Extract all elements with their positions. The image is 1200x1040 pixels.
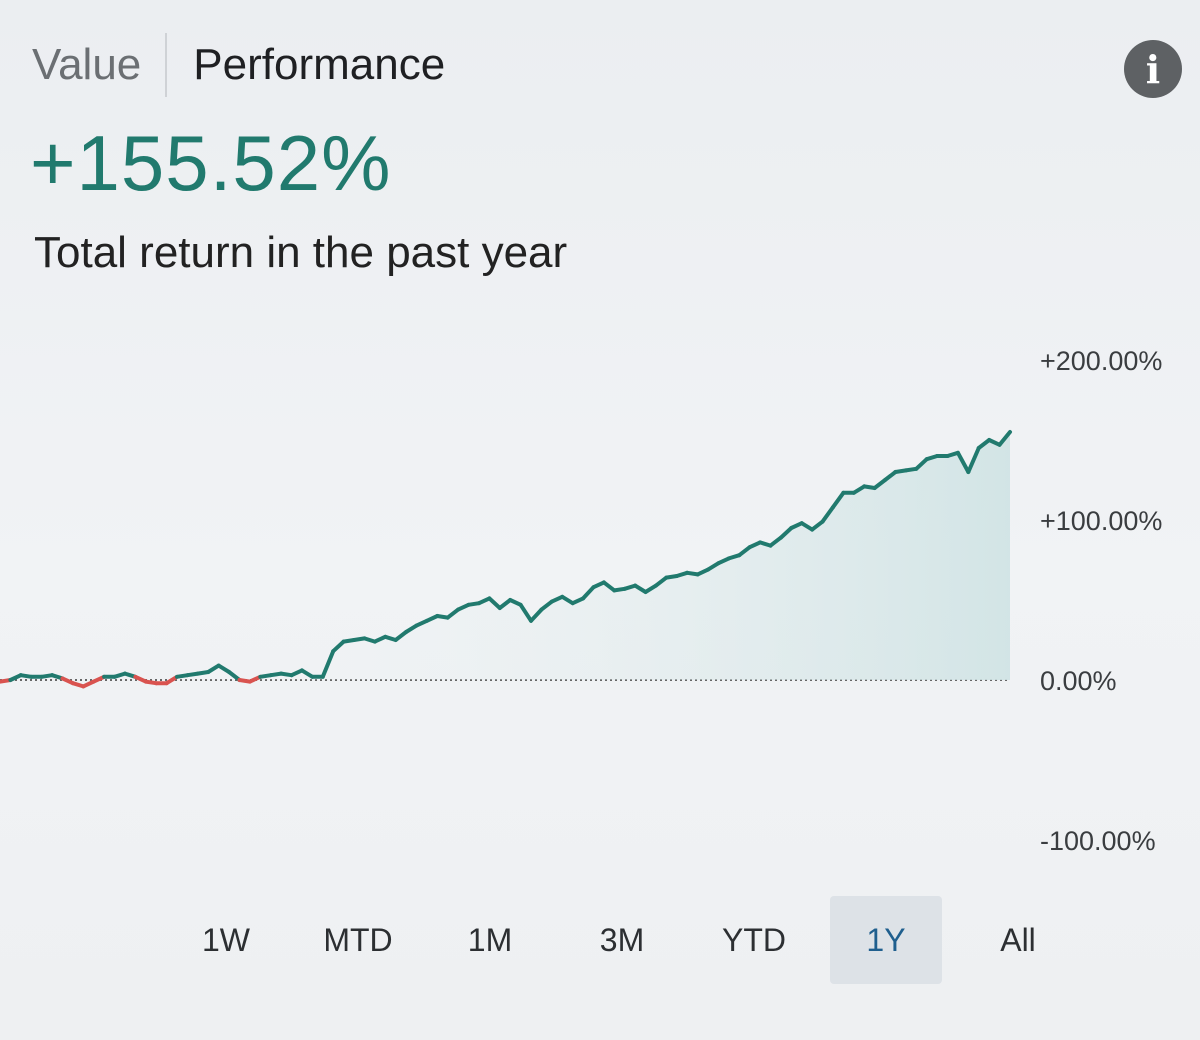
series-line-segment: [914, 457, 929, 471]
series-line-segment: [164, 674, 180, 686]
range-mtd-button[interactable]: MTD: [323, 921, 393, 958]
series-line-segment: [778, 526, 794, 540]
series-line-segment: [320, 649, 336, 679]
range-1w-button[interactable]: 1W: [202, 921, 250, 958]
series-line-segment: [518, 602, 534, 623]
series-line-segment: [487, 596, 502, 610]
series-line-segment: [581, 585, 596, 601]
series-line-segment: [997, 430, 1012, 447]
series-line-segment: [768, 535, 783, 548]
range-ytd-button[interactable]: YTD: [722, 921, 786, 958]
range-all-button[interactable]: All: [1000, 921, 1036, 958]
series-line-segment: [643, 583, 658, 594]
series-line-segment: [216, 663, 232, 674]
series-line-segment: [966, 446, 981, 474]
range-1m-button[interactable]: 1M: [467, 921, 513, 958]
series-line-segment: [331, 639, 346, 654]
time-range-selector: 1W MTD 1M 3M YTD 1Y All: [170, 895, 1094, 985]
series-line-segment: [445, 607, 461, 620]
series-line-segment: [820, 505, 835, 524]
info-icon[interactable]: i: [1124, 40, 1182, 98]
series-line-segment: [227, 670, 242, 682]
series-line-segment: [737, 545, 752, 558]
series-line-segment: [529, 607, 544, 623]
y-tick-label: -100.00%: [1040, 826, 1156, 856]
series-line-segment: [393, 630, 409, 642]
series-line-segment: [560, 594, 575, 606]
view-tabs: Value Performance: [32, 30, 445, 100]
series-line-segment: [810, 519, 825, 532]
series-line-segment: [799, 521, 815, 532]
series-line-segment: [706, 561, 721, 572]
tab-performance[interactable]: Performance: [193, 40, 446, 89]
series-line-segment: [404, 623, 419, 634]
tab-divider: [165, 33, 168, 97]
y-tick-label: 0.00%: [1040, 666, 1117, 696]
range-3m-button[interactable]: 3M: [599, 921, 645, 958]
total-return-caption: Total return in the past year: [34, 228, 568, 277]
series-line-segment: [497, 598, 513, 610]
series-line-segment: [299, 668, 315, 679]
series-line-segment: [830, 490, 846, 510]
series-line-segment: [872, 478, 888, 490]
series-line-segment: [539, 599, 554, 612]
series-line-segment: [601, 580, 617, 593]
series-line-segment: [883, 470, 898, 482]
total-return-value: +155.52%: [30, 119, 392, 207]
tab-value[interactable]: Value: [32, 40, 142, 89]
series-line-segment: [633, 583, 648, 594]
area-fill: [0, 432, 1010, 680]
series-line-segment: [851, 484, 867, 495]
performance-chart: +200.00% +100.00% 0.00% -100.00%: [0, 346, 1162, 856]
series-line-segment: [206, 663, 221, 674]
y-tick-label: +100.00%: [1040, 506, 1162, 536]
y-tick-label: +200.00%: [1040, 346, 1162, 376]
range-1y-button[interactable]: 1Y: [830, 896, 942, 984]
series-line-segment: [653, 575, 669, 588]
series-line-segment: [976, 438, 992, 450]
series-line-segment: [955, 450, 971, 474]
